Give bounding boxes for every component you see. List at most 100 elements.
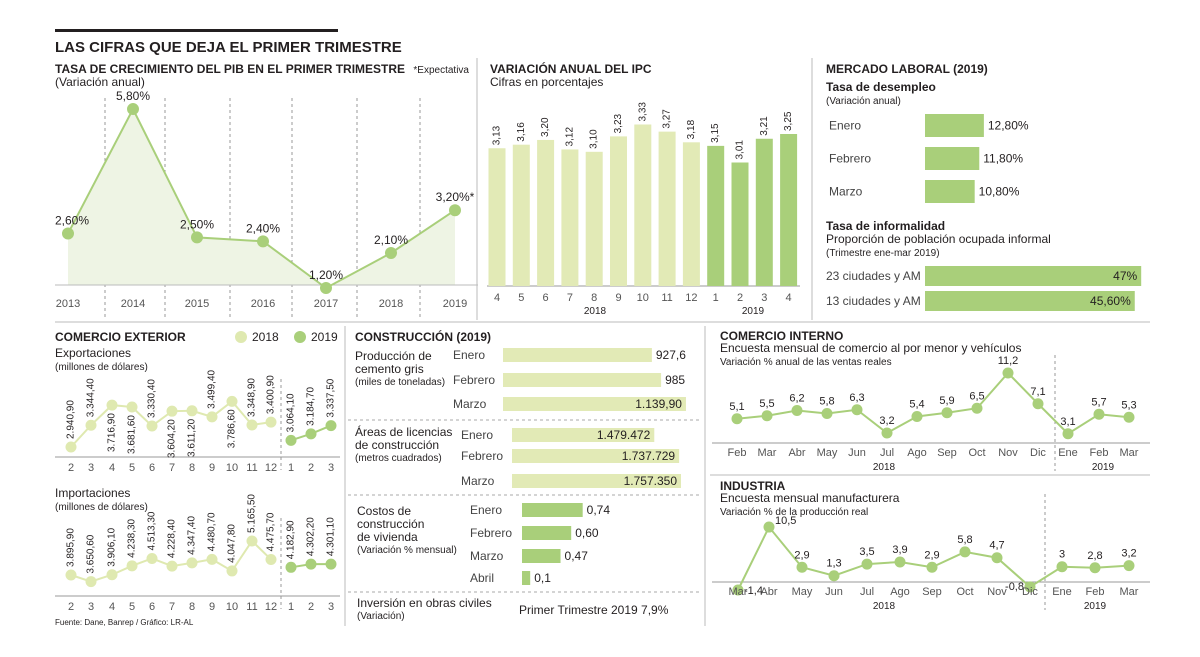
data-label: 4.228,40 <box>167 519 178 558</box>
data-point <box>971 402 983 414</box>
x-tick-label: Ago <box>890 586 910 598</box>
licencias-bar <box>512 428 655 442</box>
cemento-title-2: cemento gris <box>355 362 424 376</box>
data-point <box>325 420 337 432</box>
licencias-value-label: 1.757.350 <box>624 474 678 488</box>
cemento-value-label: 985 <box>665 373 685 387</box>
x-tick-label: 7 <box>169 601 175 613</box>
page-title: LAS CIFRAS QUE DEJA EL PRIMER TRIMESTRE <box>55 39 402 56</box>
industria-subtitle: Encuesta mensual manufacturera <box>720 491 900 505</box>
desempleo-subtitle: (Variación anual) <box>826 96 901 107</box>
data-point <box>285 561 297 573</box>
desempleo-bar <box>925 147 980 170</box>
data-point <box>763 521 775 533</box>
costos-bar <box>522 549 561 563</box>
ipc-bar <box>682 142 700 286</box>
data-label: 5,4 <box>909 399 924 411</box>
data-label: 5,8 <box>957 534 972 546</box>
x-tick-label: 8 <box>189 601 195 613</box>
costos-title-1: Costos de <box>357 504 411 518</box>
desempleo-value-label: 10,80% <box>979 185 1020 199</box>
x-tick-label: 11 <box>246 601 257 613</box>
ipc-data-label: 3,33 <box>637 102 648 122</box>
x-tick-label: 11 <box>246 462 257 474</box>
ipc-bar <box>585 151 603 286</box>
ipc-bar <box>488 148 506 286</box>
data-label: 5,9 <box>939 395 954 407</box>
costos-title-3: de vivienda <box>357 530 418 544</box>
x-tick-label: Abr <box>760 586 777 598</box>
costos-value-label: 0,47 <box>565 549 589 563</box>
licencias-subtitle: (metros cuadrados) <box>355 453 442 464</box>
comercio-interno-title: COMERCIO INTERNO <box>720 329 843 343</box>
pib-point <box>257 235 269 248</box>
x-tick-label: Abr <box>788 447 805 459</box>
x-tick-label: 2 <box>68 462 74 474</box>
data-point <box>1123 411 1135 423</box>
data-label: 3.499,40 <box>207 369 218 408</box>
ipc-bar <box>707 145 725 286</box>
comercio-interno-chart: 5,1 Feb 5,5 Mar 6,2 Abr 5,8 May 6,3 Jun 3,2 Jul 5,4 A… <box>712 355 1150 473</box>
x-tick-label: 2 <box>308 462 314 474</box>
data-point <box>206 553 218 565</box>
data-label: 5.165,50 <box>247 494 258 533</box>
data-point <box>246 535 258 547</box>
data-label: 2,8 <box>1087 550 1102 562</box>
data-label: 6,3 <box>849 392 864 404</box>
data-point <box>106 569 118 581</box>
data-label: 4.182,90 <box>286 520 297 559</box>
ipc-bar <box>658 131 676 286</box>
ipc-bar <box>755 138 773 286</box>
licencias-category-label: Marzo <box>461 474 495 488</box>
data-point <box>1032 398 1044 410</box>
data-point <box>926 561 938 573</box>
data-label: 4.480,70 <box>207 512 218 551</box>
data-point <box>146 552 158 564</box>
data-label: 3.650,60 <box>86 534 97 573</box>
x-tick-label: 7 <box>567 292 573 304</box>
data-label: 3.716,90 <box>107 413 118 452</box>
data-label: 5,3 <box>1121 399 1136 411</box>
ipc-bar <box>731 162 749 286</box>
pib-point <box>191 231 203 244</box>
ipc-title: VARIACIÓN ANUAL DEL IPC <box>490 61 652 76</box>
data-label: 3.400,90 <box>266 375 277 414</box>
ipc-bar <box>537 139 555 286</box>
pib-data-label: 1,20% <box>309 268 343 282</box>
costos-category-label: Marzo <box>470 549 504 563</box>
data-point <box>1056 561 1068 573</box>
x-tick-label: 4 <box>786 292 792 304</box>
exportaciones-chart: 2.940,90 3.344,40 3.716,90 3.681,60 3.330,40… <box>55 369 340 474</box>
data-point <box>941 407 953 419</box>
licencias-chart: Enero 1.479.472 Febrero 1.737.729 Marzo 1.757… <box>461 428 681 488</box>
cemento-chart: Enero 927,6 Febrero 985 Marzo 1.139,90 <box>453 348 686 411</box>
ipc-data-label: 3,21 <box>759 116 770 136</box>
ipc-data-label: 3,16 <box>516 122 527 142</box>
desempleo-value-label: 11,80% <box>983 152 1023 166</box>
data-label: 3,9 <box>892 544 907 556</box>
x-tick-label: Sep <box>937 447 957 459</box>
x-tick-label: 3 <box>88 601 94 613</box>
x-tick-label: 1 <box>288 462 294 474</box>
ipc-data-label: 3,25 <box>783 111 794 131</box>
costos-chart: Enero 0,74 Febrero 0,60 Marzo 0,47 Abril 0,1 <box>470 503 610 585</box>
x-tick-label: Nov <box>998 447 1018 459</box>
data-label: 3.895,90 <box>66 528 77 567</box>
x-tick-label: 1 <box>288 601 294 613</box>
data-point <box>1093 408 1105 420</box>
data-label: 3.184,70 <box>306 386 317 425</box>
x-tick-label: Feb <box>1086 586 1105 598</box>
desempleo-chart: Enero 12,80% Febrero 11,80% Marzo 10,80% <box>829 114 1029 203</box>
data-point <box>851 404 863 416</box>
cemento-subtitle: (miles de toneladas) <box>355 377 445 388</box>
data-label: 3,2 <box>1121 548 1136 560</box>
data-point <box>1002 367 1014 379</box>
x-tick-label: 2013 <box>56 298 80 310</box>
legend-2019-label: 2019 <box>311 330 338 344</box>
data-label: 3.604,20 <box>167 419 178 458</box>
data-point <box>959 546 971 558</box>
x-tick-label: 3 <box>328 601 334 613</box>
x-tick-label: 6 <box>149 462 155 474</box>
cemento-category-label: Febrero <box>453 373 495 387</box>
year-label: 2019 <box>1084 601 1107 612</box>
